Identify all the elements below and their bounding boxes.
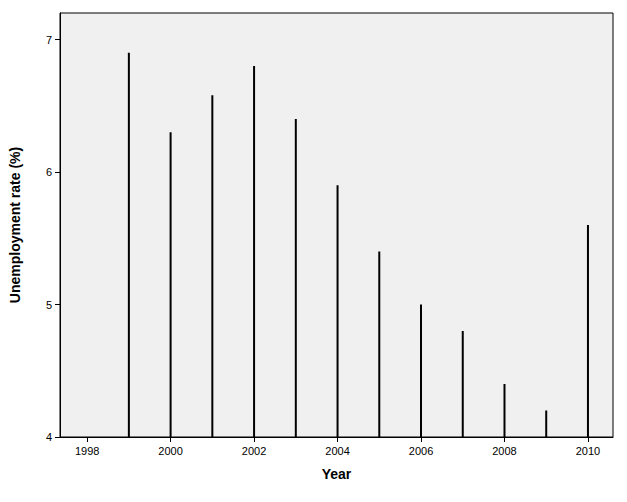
svg-text:2006: 2006	[409, 445, 433, 457]
svg-text:6: 6	[46, 166, 52, 178]
svg-text:Year: Year	[322, 466, 352, 482]
svg-text:2004: 2004	[325, 445, 349, 457]
svg-text:2000: 2000	[158, 445, 182, 457]
svg-text:7: 7	[46, 34, 52, 46]
svg-text:2008: 2008	[492, 445, 516, 457]
svg-text:1998: 1998	[75, 445, 99, 457]
svg-text:Unemployment rate (%): Unemployment rate (%)	[7, 147, 23, 303]
svg-text:4: 4	[46, 431, 52, 443]
svg-text:2010: 2010	[576, 445, 600, 457]
svg-text:2002: 2002	[242, 445, 266, 457]
svg-text:5: 5	[46, 299, 52, 311]
